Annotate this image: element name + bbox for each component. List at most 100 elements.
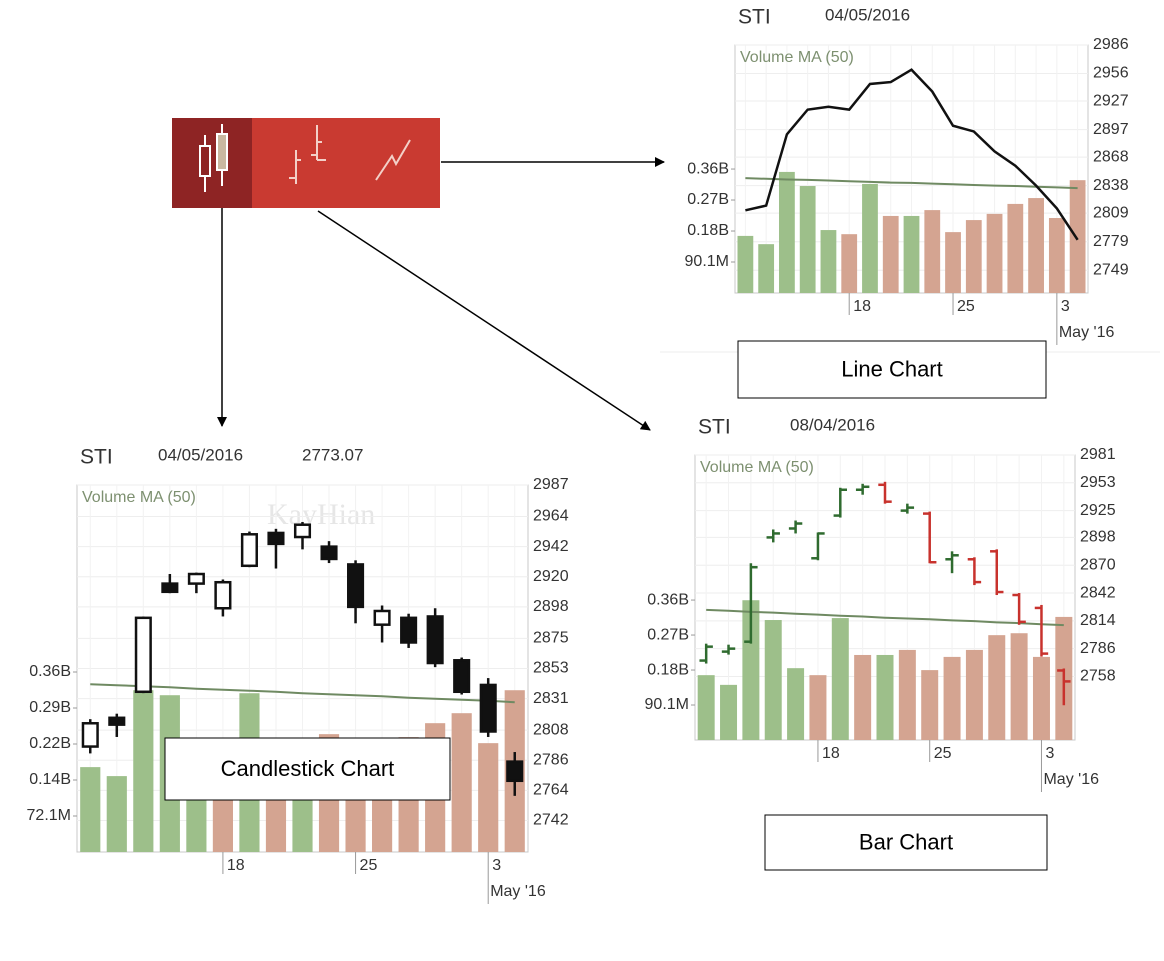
x-tick-label: 18 [227, 857, 245, 874]
volume-bar [988, 635, 1006, 740]
moving-average-line [90, 683, 515, 704]
x-tick-label: 18 [853, 298, 871, 315]
y2-tick-label: 2870 [1080, 556, 1116, 573]
y-tick-label: 72.1M [27, 807, 71, 824]
caption-box [164, 737, 451, 801]
stock-chart: STI 04/05/2016 2749 2779 2809 2838 2868 2897 292… [685, 5, 1129, 399]
chart-title: STI [80, 446, 113, 469]
stock-chart: STI 08/04/2016 2758 2786 2814 2842 2870 2898 292… [645, 415, 1116, 871]
y2-tick-label: 2786 [533, 751, 569, 768]
y-tick-label: 0.36B [687, 160, 729, 177]
candle-body [267, 531, 285, 546]
y2-tick-label: 2925 [1080, 502, 1116, 519]
stock-chart: STI 04/05/2016 2773.07 KayHian 2742 2764 2786 2… [27, 445, 569, 904]
moving-average-line [706, 608, 1064, 627]
volume-bar [799, 186, 816, 293]
chart-title: STI [698, 416, 731, 439]
y2-tick-label: 2986 [1093, 36, 1129, 53]
volume-bar [1048, 218, 1065, 293]
volume-bar [737, 235, 754, 293]
y-tick-label: 0.27B [687, 191, 729, 208]
volume-bar [831, 618, 849, 740]
y2-tick-label: 2898 [533, 598, 569, 615]
y-tick-label: 90.1M [685, 253, 729, 270]
caption: Line Chart [841, 356, 943, 381]
candle-body [240, 533, 258, 568]
y2-tick-label: 2953 [1080, 474, 1116, 491]
chart-date: 08/04/2016 [790, 415, 875, 434]
volume-bar [809, 675, 827, 740]
volume-bar [1007, 203, 1024, 293]
volume-bar [779, 171, 795, 293]
caption: Candlestick Chart [221, 756, 395, 781]
y2-tick-label: 2853 [533, 660, 569, 677]
candle-body [134, 616, 152, 694]
y-tick-label: 0.22B [29, 735, 71, 752]
x-tick-label: 25 [360, 857, 378, 874]
y2-tick-label: 2875 [533, 630, 569, 647]
candle-body [108, 716, 126, 726]
candle-body [453, 659, 471, 694]
x-tick-label: 25 [934, 745, 952, 762]
volume-bar [862, 183, 878, 293]
volume-bar [921, 670, 939, 740]
y2-tick-label: 2808 [533, 721, 569, 738]
volume-bar [742, 600, 760, 740]
y2-tick-label: 2842 [1080, 584, 1116, 601]
volume-bar [986, 213, 1003, 293]
candlestick-button[interactable] [172, 118, 252, 208]
volume-bar [1032, 656, 1050, 740]
volume-bar [854, 654, 872, 740]
volume-bar [820, 230, 837, 293]
line-icon[interactable] [375, 139, 411, 181]
y2-tick-label: 2786 [1080, 640, 1116, 657]
candle-body [479, 683, 497, 733]
y2-tick-label: 2964 [533, 508, 569, 525]
volume-bar [965, 649, 983, 740]
x-tick-label: 3 [1061, 298, 1070, 315]
y2-tick-label: 2749 [1093, 261, 1129, 278]
candle-body [400, 616, 418, 644]
x-sublabel: May '16 [1059, 324, 1115, 341]
candle-body [506, 760, 524, 783]
y2-tick-label: 2981 [1080, 446, 1116, 463]
x-tick-label: 3 [492, 857, 501, 874]
y-tick-label: 0.14B [29, 771, 71, 788]
y2-tick-label: 2779 [1093, 233, 1129, 250]
candle-body [214, 580, 232, 610]
y2-tick-label: 2831 [533, 690, 569, 707]
y2-tick-label: 2764 [533, 782, 569, 799]
legend-entry: Volume MA (50) [700, 459, 814, 476]
y2-tick-label: 2956 [1093, 65, 1129, 82]
volume-bar [945, 232, 961, 293]
volume-bar [903, 215, 920, 293]
chart-type-toolbar [172, 118, 440, 208]
volume-bar [841, 234, 858, 293]
caption: Bar Chart [859, 829, 953, 854]
candle-body [81, 722, 99, 748]
bar-icon[interactable] [289, 125, 326, 184]
volume-bar [1028, 198, 1044, 293]
volume-bar [787, 668, 805, 740]
caption-box [764, 814, 1048, 871]
y-tick-label: 0.36B [29, 663, 71, 680]
y2-tick-label: 2987 [533, 476, 569, 493]
candle-body [161, 582, 179, 594]
x-tick-label: 3 [1045, 745, 1054, 762]
y-tick-label: 0.36B [647, 591, 689, 608]
volume-bar [764, 620, 782, 740]
candle-body [373, 609, 391, 626]
legend-entry: Volume MA (50) [740, 49, 854, 66]
y-tick-label: 90.1M [645, 696, 689, 713]
last-price: 2773.07 [302, 445, 363, 464]
volume-bar [943, 656, 961, 740]
y-tick-label: 0.27B [647, 626, 689, 643]
volume-bar [720, 684, 738, 740]
y-tick-label: 0.29B [29, 699, 71, 716]
y-tick-label: 0.18B [687, 222, 729, 239]
candle-body [426, 615, 444, 665]
caption-box [737, 340, 1047, 399]
volume-bar [758, 244, 775, 293]
y2-tick-label: 2809 [1093, 204, 1129, 221]
